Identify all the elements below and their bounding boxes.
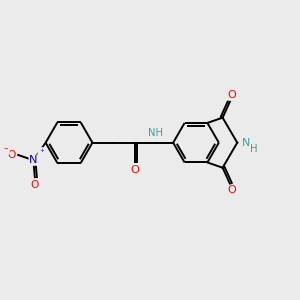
Text: N: N (242, 138, 250, 148)
Text: $^+$: $^+$ (38, 148, 45, 157)
Text: O: O (130, 165, 139, 175)
Text: N: N (29, 155, 38, 165)
Text: O: O (227, 185, 236, 195)
Text: O: O (31, 180, 39, 190)
Text: O: O (227, 90, 236, 100)
Text: H: H (250, 144, 257, 154)
Text: O: O (8, 150, 16, 160)
Text: $^-$: $^-$ (2, 145, 9, 154)
Text: NH: NH (148, 128, 163, 138)
